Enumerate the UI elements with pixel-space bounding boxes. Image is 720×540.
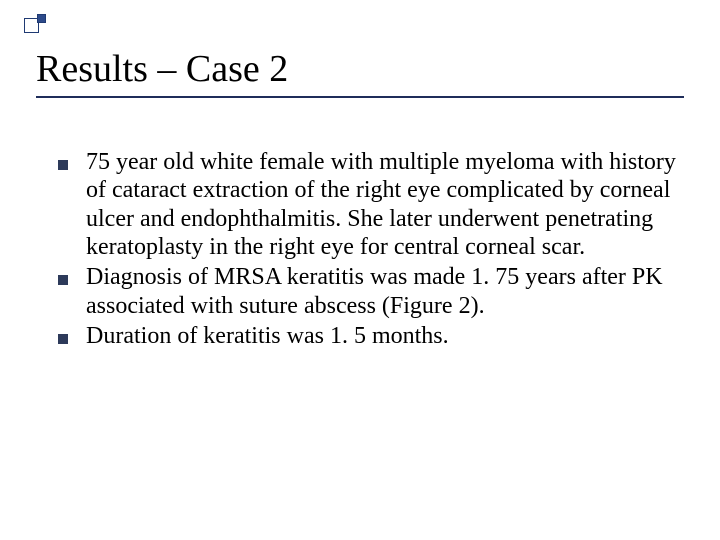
decoration-small-square [37,14,46,23]
bullet-item: Diagnosis of MRSA keratitis was made 1. … [58,263,676,320]
bullet-square-icon [58,275,68,285]
bullet-text: 75 year old white female with multiple m… [86,148,676,261]
slide-body: 75 year old white female with multiple m… [58,148,676,352]
title-block: Results – Case 2 [36,50,684,98]
slide-title: Results – Case 2 [36,50,684,90]
bullet-square-icon [58,160,68,170]
corner-decoration [24,14,46,36]
slide: Results – Case 2 75 year old white femal… [0,0,720,540]
bullet-square-icon [58,334,68,344]
title-underline [36,96,684,98]
bullet-item: Duration of keratitis was 1. 5 months. [58,322,676,350]
bullet-item: 75 year old white female with multiple m… [58,148,676,261]
bullet-text: Diagnosis of MRSA keratitis was made 1. … [86,263,676,320]
bullet-text: Duration of keratitis was 1. 5 months. [86,322,676,350]
